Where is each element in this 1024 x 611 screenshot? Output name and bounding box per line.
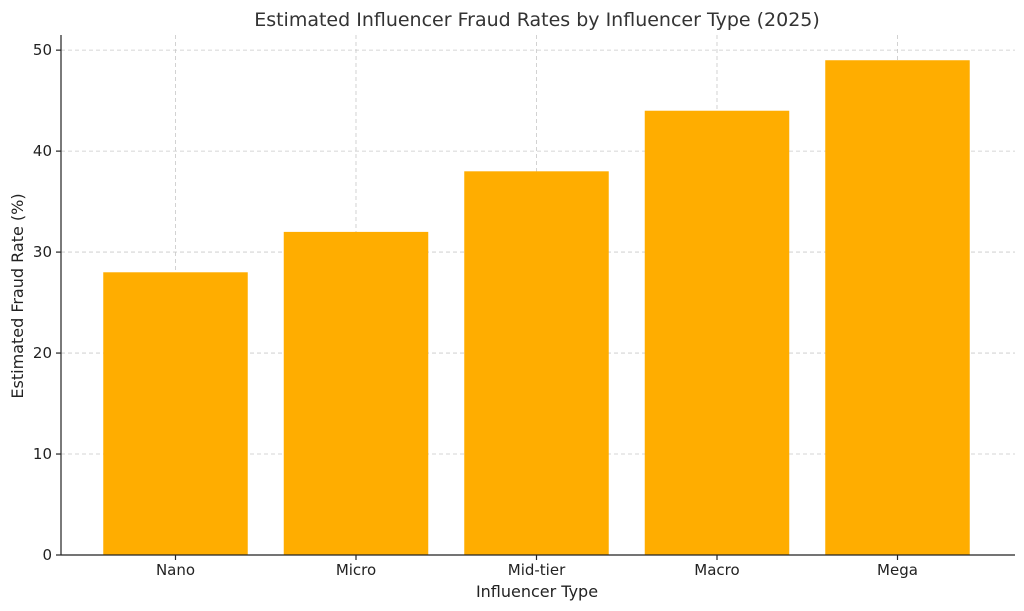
x-tick-label-4: Mega (877, 561, 918, 579)
x-tick-label-0: Nano (156, 561, 195, 579)
chart-title: Estimated Influencer Fraud Rates by Infl… (254, 9, 820, 31)
x-tick-label-1: Micro (336, 561, 376, 579)
y-tick-label-1: 10 (33, 445, 52, 463)
x-tick-label-3: Macro (694, 561, 739, 579)
bar-0 (103, 272, 248, 555)
bar-2 (464, 171, 609, 556)
bar-3 (644, 110, 790, 556)
y-tick-label-4: 40 (33, 142, 52, 160)
y-tick-label-2: 20 (33, 344, 52, 362)
y-tick-label-0: 0 (42, 546, 52, 564)
axes: 0 10 20 30 40 50 Nano Micro Mid-tier Macro Mega (33, 35, 1015, 579)
y-axis-label: Estimated Fraud Rate (%) (8, 193, 27, 398)
x-tick-label-2: Mid-tier (508, 561, 566, 579)
y-tick-label-5: 50 (33, 41, 52, 59)
bar-4 (825, 60, 970, 556)
bars (103, 60, 970, 556)
y-tick-label-3: 30 (33, 243, 52, 261)
x-axis-label: Influencer Type (476, 582, 598, 601)
bar-1 (283, 231, 429, 556)
